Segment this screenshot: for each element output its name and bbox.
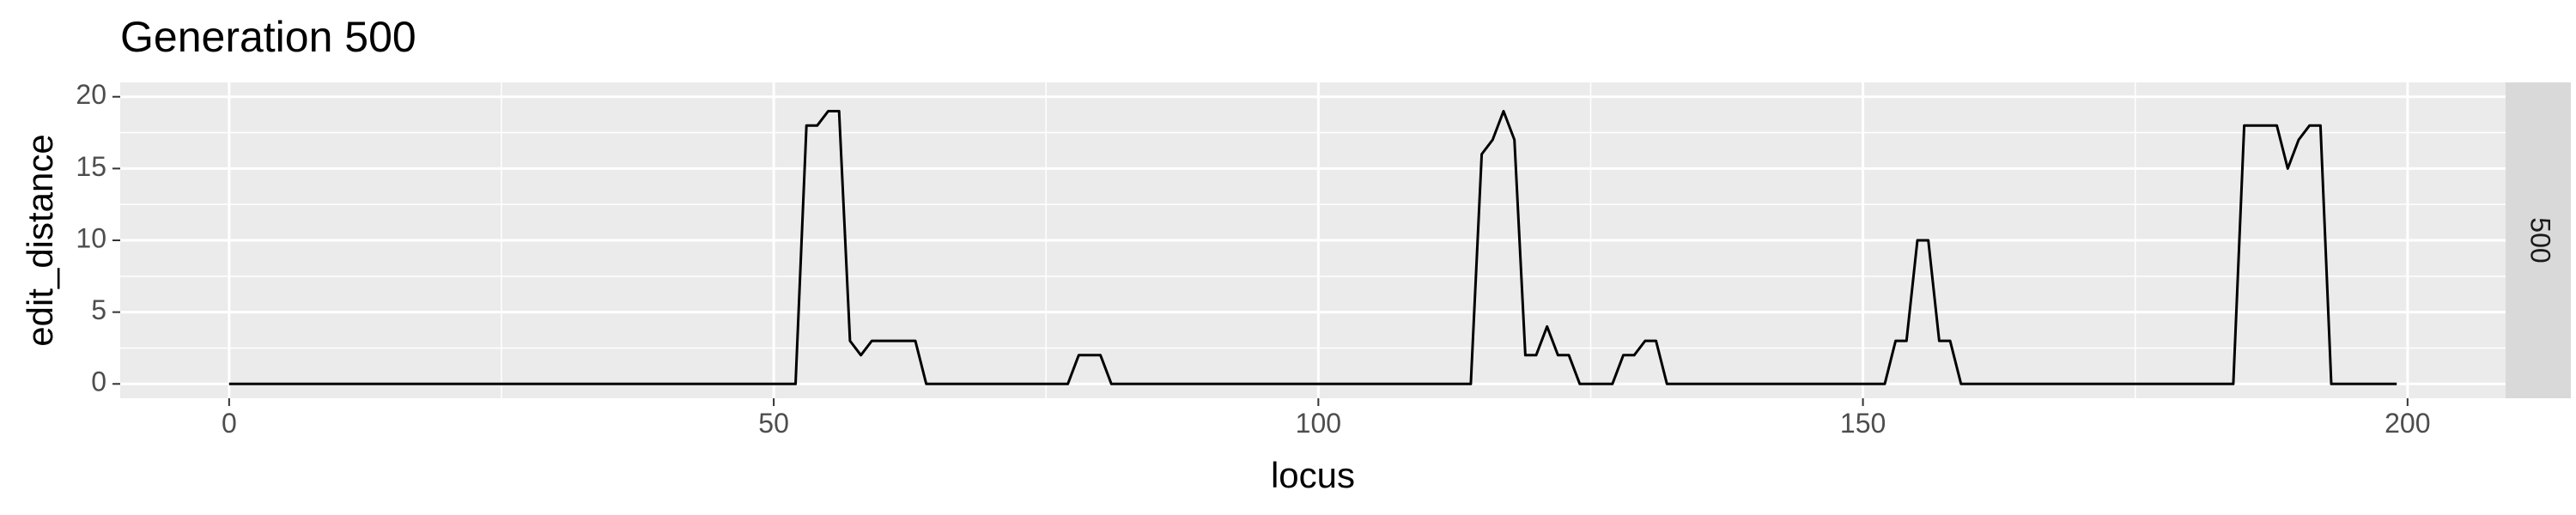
data-point xyxy=(2275,124,2279,127)
data-point xyxy=(1948,339,1952,342)
data-point xyxy=(805,124,808,127)
data-point xyxy=(2243,124,2246,127)
data-point xyxy=(1077,354,1080,357)
y-tick-label: 10 xyxy=(76,222,106,253)
data-point xyxy=(2395,382,2398,385)
data-point xyxy=(1611,382,1614,385)
data-point xyxy=(1546,324,1549,328)
data-point xyxy=(2286,167,2289,170)
facet-label: 500 xyxy=(2525,217,2556,263)
data-point xyxy=(1523,354,1527,357)
y-axis-title: edit_distance xyxy=(20,134,60,347)
data-point xyxy=(2297,138,2300,142)
y-tick-label: 5 xyxy=(91,294,106,325)
data-point xyxy=(1883,382,1886,385)
data-point xyxy=(1894,339,1898,342)
data-point xyxy=(870,339,873,342)
data-point xyxy=(2318,124,2322,127)
data-point xyxy=(848,339,852,342)
data-point xyxy=(1088,354,1091,357)
data-point xyxy=(1066,382,1070,385)
data-point xyxy=(794,382,798,385)
edit-distance-line xyxy=(228,110,2397,385)
data-point xyxy=(1556,354,1559,357)
data-point xyxy=(1469,382,1473,385)
data-point xyxy=(1937,339,1941,342)
data-point xyxy=(1480,153,1484,156)
data-point xyxy=(1578,382,1582,385)
y-tick-label: 20 xyxy=(76,79,106,110)
data-point xyxy=(1491,138,1494,142)
data-point xyxy=(2308,124,2312,127)
x-axis: 0 50 100 150 200 xyxy=(222,398,2431,439)
data-point xyxy=(902,339,906,342)
data-point xyxy=(925,382,928,385)
x-tick-label: 100 xyxy=(1296,408,1341,439)
data-point xyxy=(1502,110,1505,113)
y-tick-label: 15 xyxy=(76,151,106,182)
data-point xyxy=(860,354,863,357)
data-point xyxy=(1655,339,1658,342)
data-point xyxy=(1643,339,1647,342)
data-point xyxy=(1109,382,1113,385)
x-tick-label: 0 xyxy=(222,408,237,439)
minor-gridlines xyxy=(120,82,2506,398)
data-point xyxy=(1513,138,1516,142)
y-tick-label: 0 xyxy=(91,367,106,397)
data-point xyxy=(2232,382,2235,385)
data-point xyxy=(2253,124,2257,127)
data-point xyxy=(881,339,884,342)
x-axis-title: locus xyxy=(1271,455,1355,495)
data-point xyxy=(2264,124,2268,127)
x-tick-label: 200 xyxy=(2385,408,2430,439)
data-point xyxy=(1534,354,1538,357)
data-point xyxy=(816,124,819,127)
data-point xyxy=(1927,239,1930,242)
facet-strip xyxy=(2506,82,2571,398)
data-point xyxy=(1567,354,1571,357)
chart-title: Generation 500 xyxy=(120,13,416,61)
data-point xyxy=(1632,354,1636,357)
data-point xyxy=(1665,382,1668,385)
data-point xyxy=(1959,382,1963,385)
data-point xyxy=(1905,339,1908,342)
data-point xyxy=(1099,354,1103,357)
data-point xyxy=(228,382,231,385)
data-point xyxy=(1622,354,1625,357)
x-tick-label: 150 xyxy=(1840,408,1886,439)
data-point xyxy=(2330,382,2333,385)
y-axis: 0 5 10 15 20 xyxy=(76,79,120,397)
data-point xyxy=(827,110,830,113)
data-point xyxy=(837,110,841,113)
x-tick-label: 50 xyxy=(758,408,789,439)
data-point xyxy=(892,339,896,342)
data-point xyxy=(914,339,917,342)
data-point xyxy=(1916,239,1919,242)
